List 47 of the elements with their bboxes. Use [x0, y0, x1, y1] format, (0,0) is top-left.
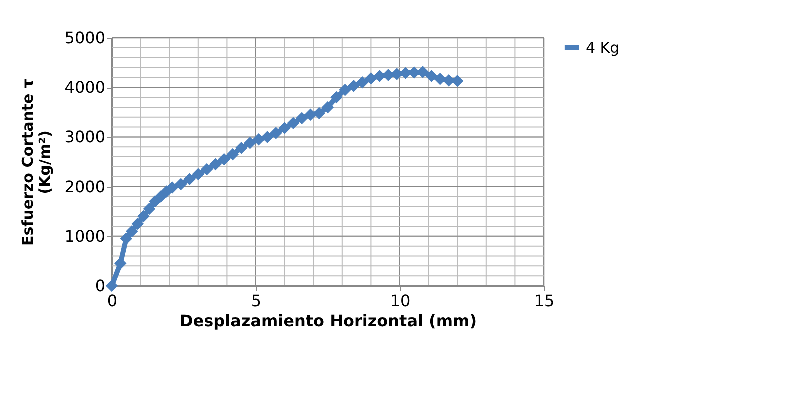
point	[434, 73, 446, 86]
y-tick-label: 0	[95, 276, 106, 296]
point	[200, 163, 214, 176]
point	[184, 173, 196, 186]
point	[120, 232, 133, 246]
point	[304, 108, 317, 122]
y-axis-title: Esfuerzo Cortante τ (Kg/m²)	[18, 78, 54, 246]
point	[166, 182, 179, 194]
point	[252, 134, 266, 146]
point	[114, 258, 127, 270]
y-tick-label: 2000	[64, 177, 106, 196]
point	[287, 117, 300, 130]
point	[296, 112, 308, 124]
point	[143, 202, 156, 216]
legend-label: 4 Kg	[586, 39, 620, 57]
point	[356, 76, 369, 89]
x-tick-label: 5	[251, 292, 262, 310]
point	[138, 210, 150, 223]
point	[235, 142, 248, 154]
point	[192, 168, 205, 181]
x-tick-label: 0	[107, 292, 118, 310]
point	[126, 225, 138, 238]
point	[348, 80, 360, 92]
point	[278, 122, 291, 134]
x-tick-label: 10	[390, 292, 411, 310]
point	[270, 127, 282, 140]
point	[244, 137, 256, 150]
point	[339, 84, 352, 96]
point	[330, 91, 343, 104]
point	[226, 148, 240, 161]
point	[210, 158, 222, 171]
x-axis-title: Desplazamiento Horizontal (mm)	[180, 312, 478, 330]
y-tick-label: 5000	[64, 28, 106, 48]
y-tick-label: 4000	[64, 78, 106, 98]
x-tick-label: 15	[534, 292, 555, 310]
point	[365, 72, 378, 85]
y-tick-label: 1000	[64, 226, 106, 246]
point	[106, 280, 118, 292]
point	[218, 153, 230, 166]
point	[132, 218, 144, 230]
point	[426, 70, 438, 82]
point	[261, 131, 274, 144]
point	[322, 101, 334, 114]
point	[313, 107, 326, 120]
point	[174, 178, 188, 190]
point	[374, 70, 386, 82]
y-tick-label: 3000	[64, 128, 106, 147]
